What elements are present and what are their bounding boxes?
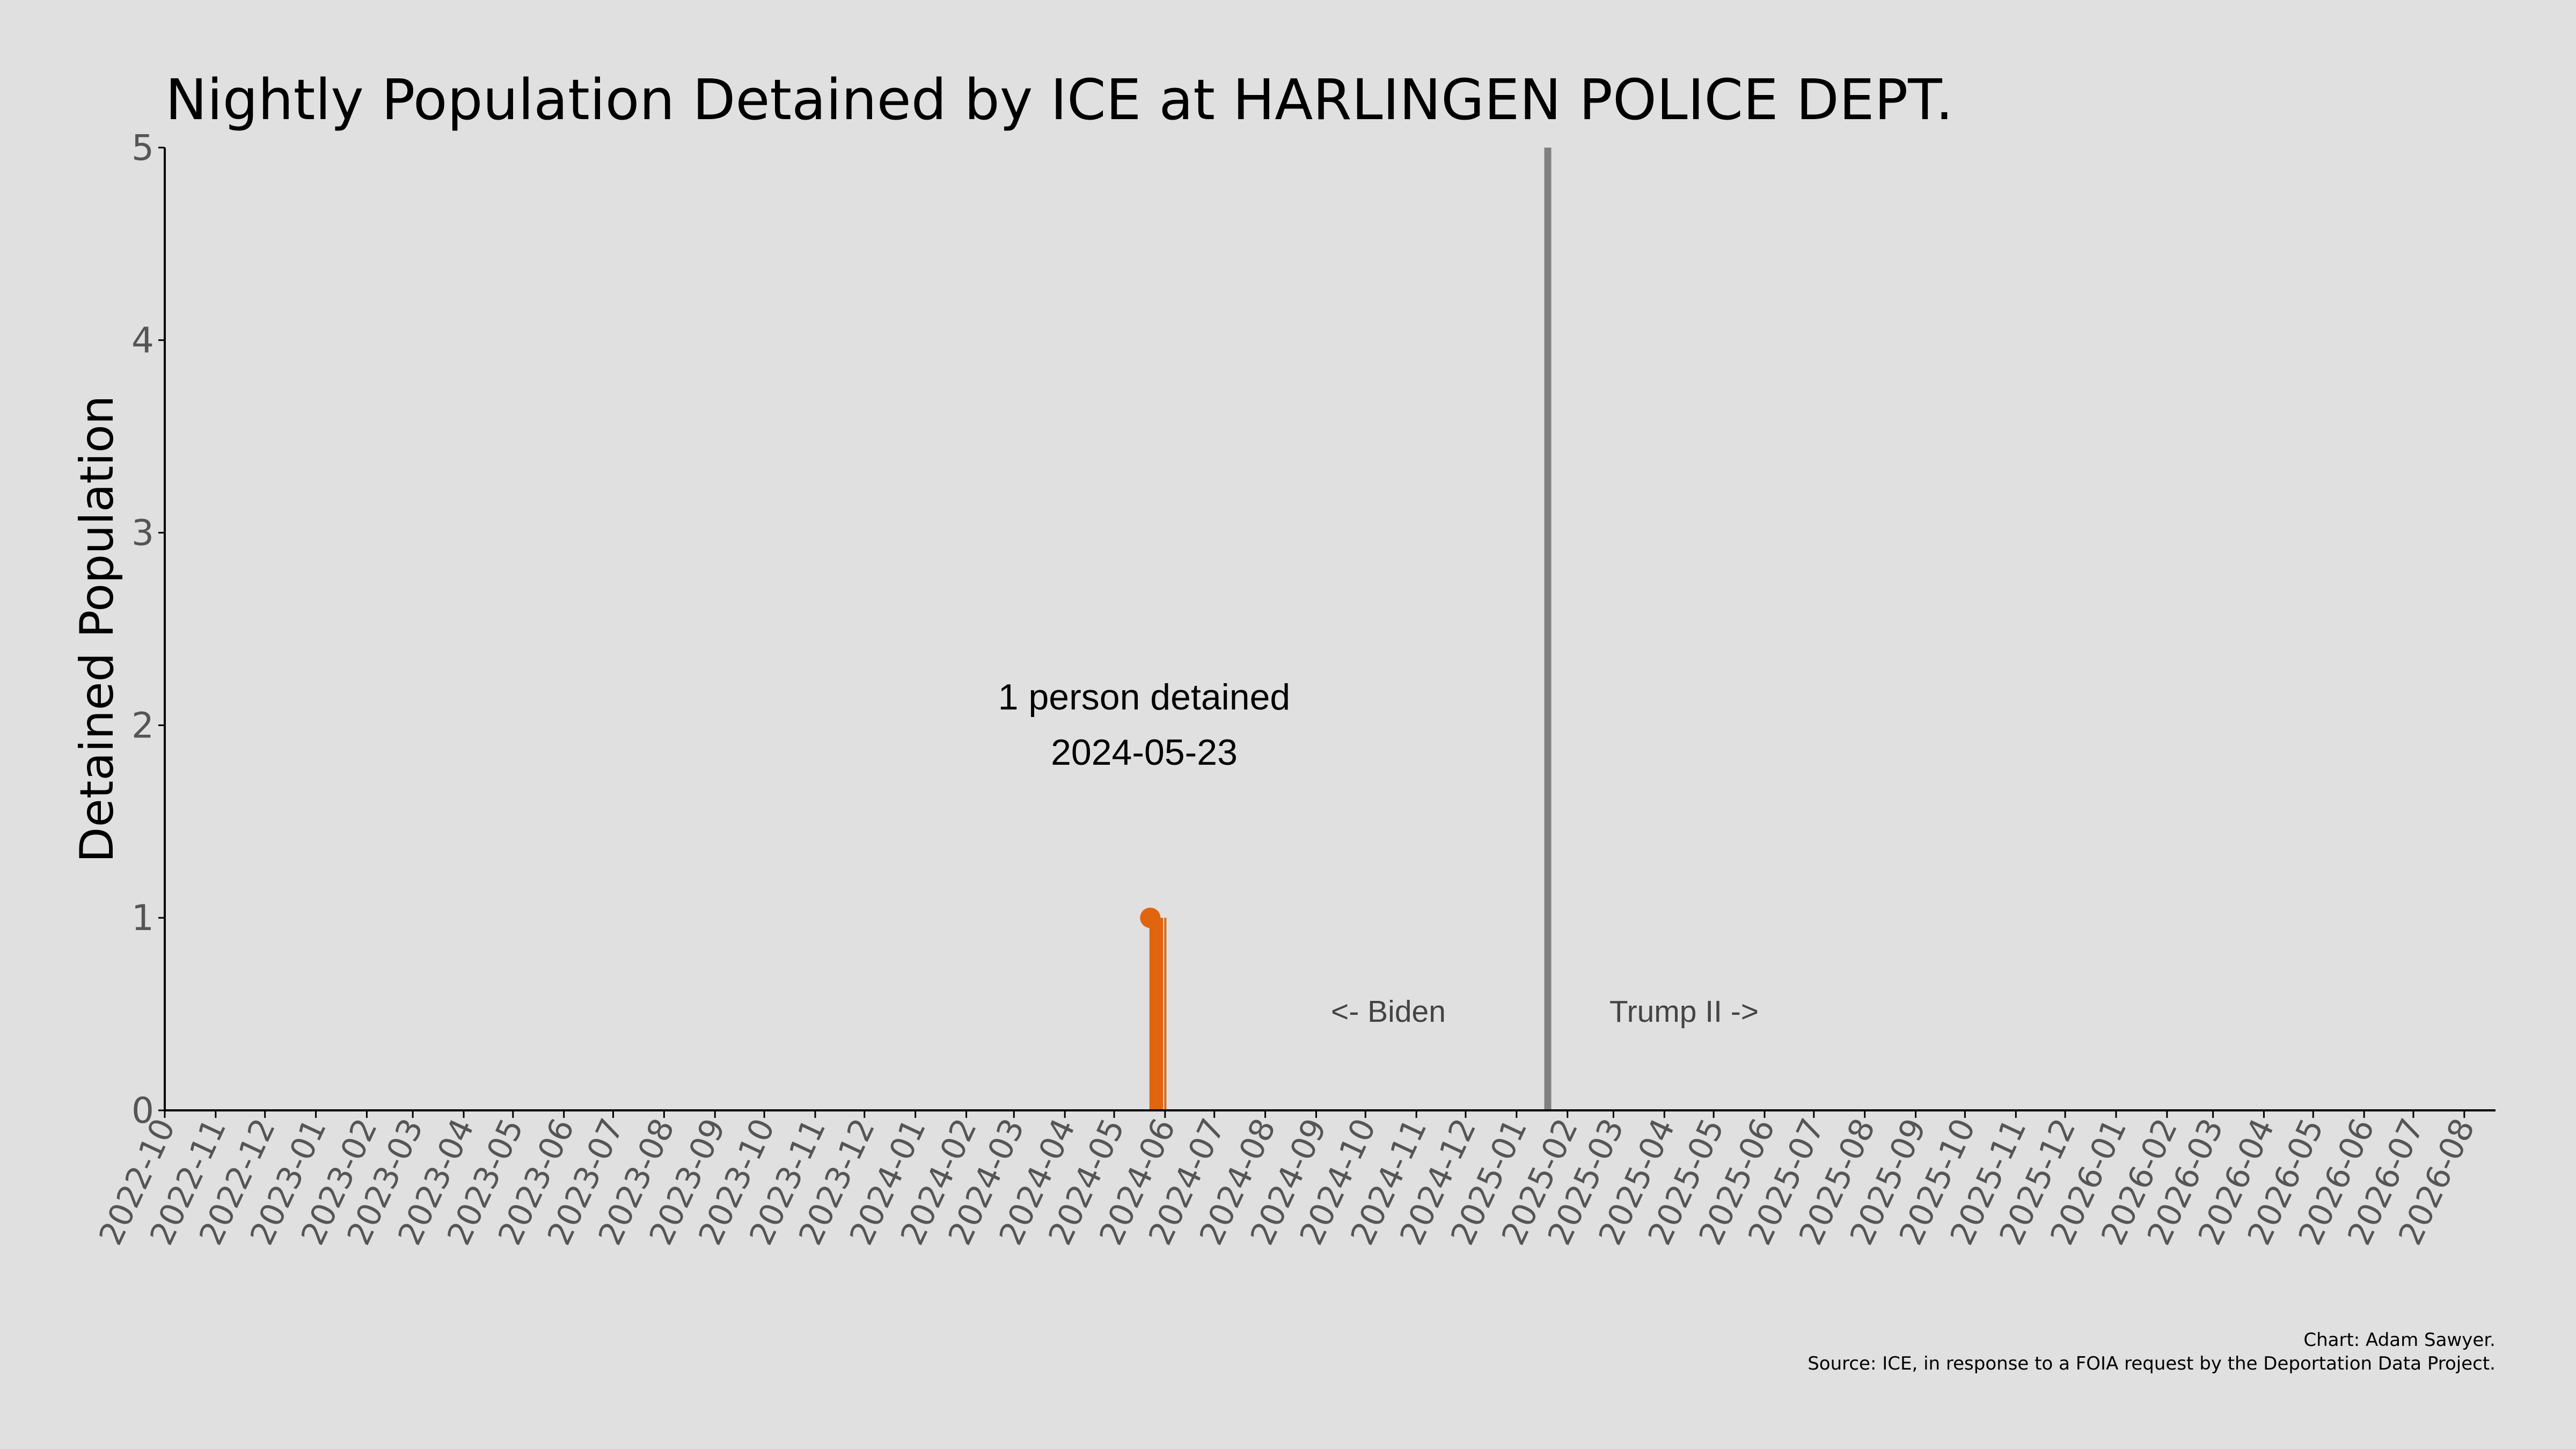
y-tick-label: 2 [131, 705, 154, 746]
trump-era-label: Trump II -> [1609, 994, 1759, 1029]
y-tick-label: 0 [131, 1090, 154, 1131]
chart-credit: Chart: Adam Sawyer. [2303, 1329, 2496, 1351]
y-tick-label: 1 [131, 897, 154, 939]
annotation-count: 1 person detained [998, 677, 1290, 718]
bar [1159, 918, 1162, 1110]
bar [1151, 918, 1153, 1110]
bar [1164, 918, 1167, 1110]
y-tick-label: 5 [131, 127, 154, 169]
bar [1158, 918, 1160, 1110]
chart-title: Nightly Population Detained by ICE at HA… [165, 67, 1953, 133]
bar [1156, 918, 1159, 1110]
annotation-date: 2024-05-23 [1051, 732, 1238, 773]
y-tick-label: 4 [131, 320, 154, 361]
bar [1161, 918, 1163, 1110]
bar [1152, 918, 1155, 1110]
bar [1149, 918, 1152, 1110]
bar-series [1149, 918, 1167, 1110]
biden-era-label: <- Biden [1331, 994, 1446, 1029]
highlight-point [1140, 908, 1161, 928]
y-tick-label: 3 [131, 513, 154, 554]
chart-source: Source: ICE, in response to a FOIA reque… [1807, 1353, 2496, 1374]
bar [1154, 918, 1157, 1110]
y-axis-label: Detained Population [70, 396, 124, 863]
x-axis-ticks: 2022-102022-112022-122023-012023-022023-… [92, 1110, 2482, 1251]
y-axis-ticks: 0 1 2 3 4 5 [131, 127, 165, 1131]
